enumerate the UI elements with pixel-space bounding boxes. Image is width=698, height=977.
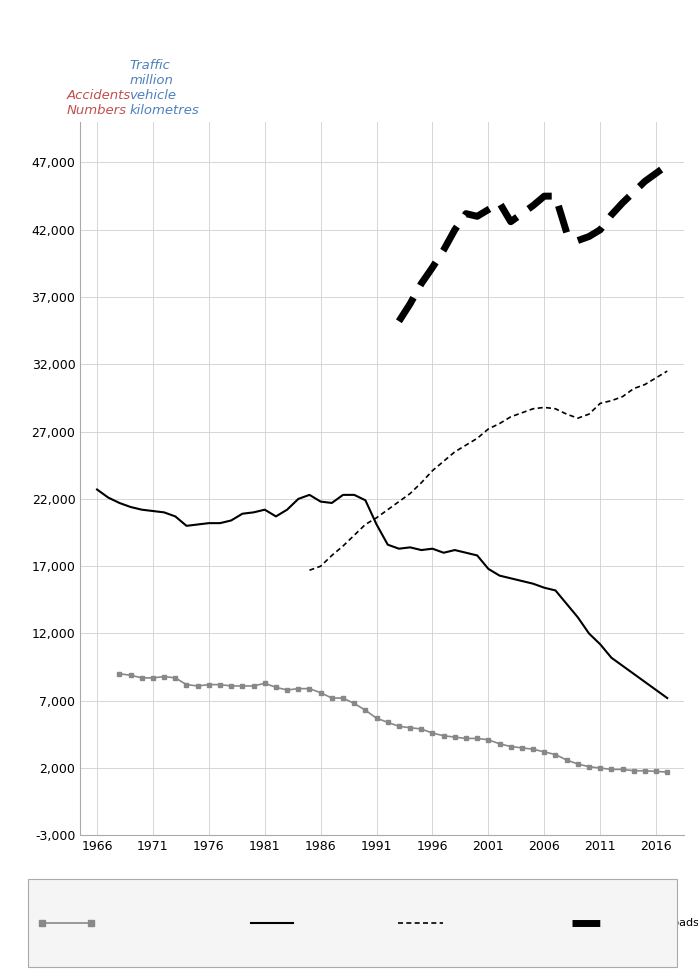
Text: Traffic all roads: Traffic all roads [614, 918, 698, 928]
Text: Traffic
million
vehicle
kilometres: Traffic million vehicle kilometres [129, 60, 199, 117]
Text: Accidents
Numbers: Accidents Numbers [66, 89, 131, 117]
Text: All injury accidents: All injury accidents [297, 918, 403, 928]
Text: Traffic - M and A roads: Traffic - M and A roads [447, 918, 572, 928]
Text: Fatal & Serious accidents: Fatal & Serious accidents [94, 918, 235, 928]
